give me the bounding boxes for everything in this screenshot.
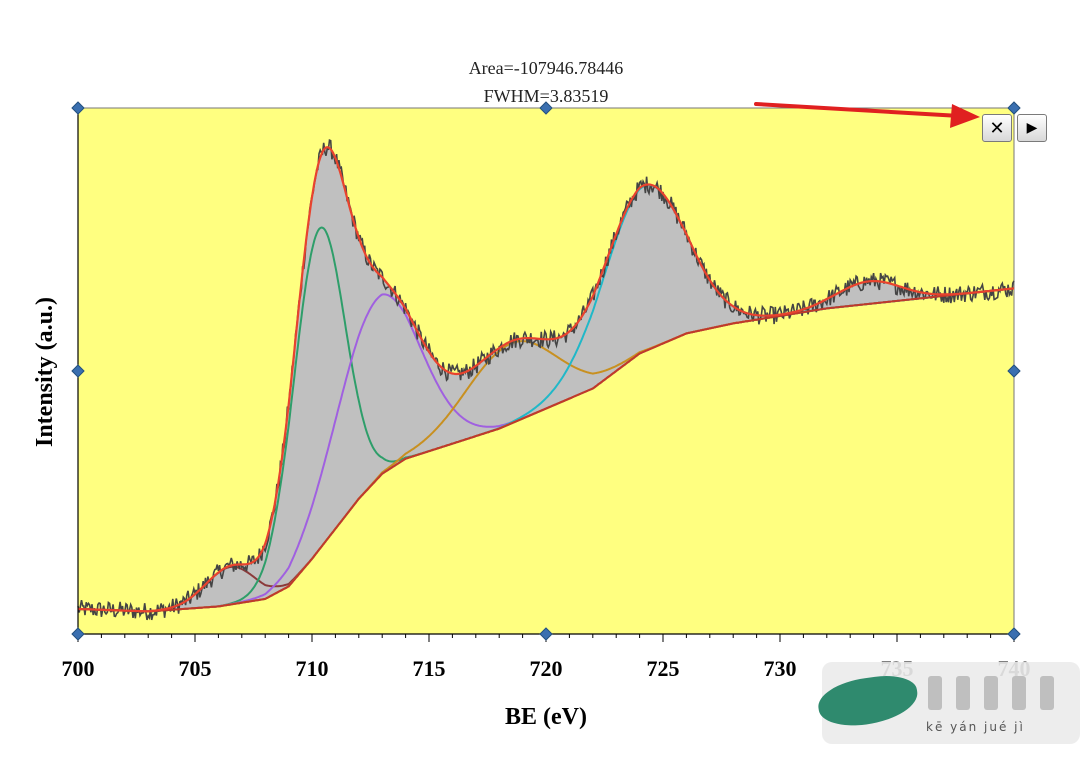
envelope-fill xyxy=(78,147,1014,612)
background-line xyxy=(78,287,1015,613)
x-tick-label: 715 xyxy=(413,656,446,681)
x-axis-label: BE (eV) xyxy=(505,704,587,730)
resize-handle[interactable] xyxy=(1007,101,1021,115)
resize-handle[interactable] xyxy=(539,627,553,641)
area-annotation: Area=-107946.78446 xyxy=(468,58,624,78)
close-icon: ✕ xyxy=(989,117,1005,139)
arrow-shaft xyxy=(754,102,962,118)
watermark-char xyxy=(984,676,998,710)
fwhm-annotation: FWHM=3.83519 xyxy=(483,86,609,106)
watermark-char xyxy=(1040,676,1054,710)
next-button[interactable]: ▶ xyxy=(1017,114,1047,142)
watermark-char xyxy=(1012,676,1026,710)
arrow-annotation xyxy=(754,102,980,128)
watermark-text: kē yán jué jì xyxy=(926,720,1025,734)
plot-layer xyxy=(77,139,1015,621)
x-tick-label: 725 xyxy=(647,656,680,681)
envelope-line xyxy=(78,146,1015,613)
arrow-head xyxy=(950,104,980,128)
close-button[interactable]: ✕ xyxy=(982,114,1012,142)
x-tick-label: 720 xyxy=(530,656,563,681)
watermark-char xyxy=(956,676,970,710)
resize-handle[interactable] xyxy=(539,101,553,115)
resize-handle[interactable] xyxy=(71,627,85,641)
resize-handle[interactable] xyxy=(71,101,85,115)
resize-handle[interactable] xyxy=(1007,627,1021,641)
play-arrow-icon: ▶ xyxy=(1026,120,1038,136)
x-tick-label: 700 xyxy=(62,656,95,681)
resize-handle[interactable] xyxy=(71,364,85,378)
resize-handle[interactable] xyxy=(1007,364,1021,378)
x-tick-label: 730 xyxy=(764,656,797,681)
x-tick-label: 705 xyxy=(179,656,212,681)
watermark-char xyxy=(928,676,942,710)
x-tick-label: 710 xyxy=(296,656,329,681)
selection-handles[interactable] xyxy=(71,101,1021,641)
y-axis-label: Intensity (a.u.) xyxy=(32,297,58,447)
